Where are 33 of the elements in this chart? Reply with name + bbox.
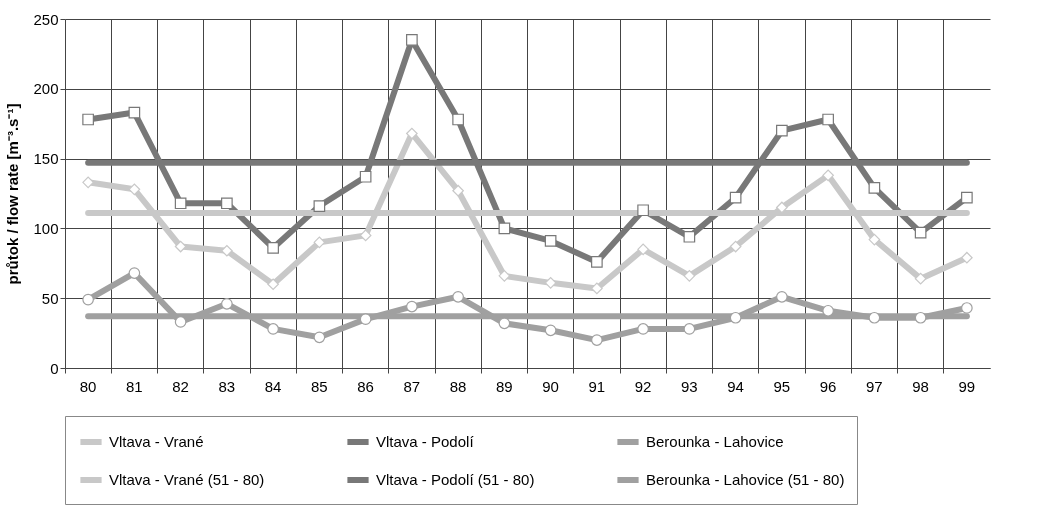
y-tick-label: 0 [50, 359, 59, 377]
x-tick-label: 90 [542, 377, 559, 395]
y-axis-title: průtok / flow rate [m⁻³.s⁻¹] [4, 103, 22, 285]
legend-label: Vltava - Vrané [109, 433, 204, 450]
x-tick-label: 87 [403, 377, 421, 395]
y-tick-label: 50 [41, 289, 59, 307]
legend-label: Vltava - Podolí [376, 433, 475, 450]
x-tick-label: 84 [264, 377, 282, 395]
x-tick-label: 89 [496, 377, 513, 395]
x-tick-label: 95 [773, 377, 791, 395]
x-tick-label: 80 [79, 377, 97, 395]
y-tick-label: 200 [33, 80, 59, 98]
x-tick-label: 86 [357, 377, 374, 395]
y-tick-label: 100 [33, 219, 59, 237]
y-tick-label: 150 [33, 150, 59, 168]
x-tick-label: 85 [311, 377, 328, 395]
x-tick-label: 83 [218, 377, 236, 395]
legend-label: Berounka - Lahovice (51 - 80) [646, 471, 845, 488]
x-tick-label: 91 [588, 377, 606, 395]
x-tick-label: 97 [866, 377, 883, 395]
legend-label: Vltava - Podolí (51 - 80) [376, 471, 535, 488]
x-tick-label: 88 [449, 377, 467, 395]
x-tick-label: 94 [727, 377, 744, 395]
x-tick-label: 93 [681, 377, 698, 395]
x-tick-label: 98 [912, 377, 929, 395]
x-tick-label: 92 [634, 377, 652, 395]
x-tick-label: 96 [819, 377, 837, 395]
x-tick-label: 82 [172, 377, 189, 395]
legend-label: Vltava - Vrané (51 - 80) [109, 471, 265, 488]
x-tick-label: 81 [126, 377, 143, 395]
x-tick-label: 99 [958, 377, 976, 395]
y-tick-label: 250 [33, 10, 59, 28]
legend-label: Berounka - Lahovice [646, 433, 784, 450]
